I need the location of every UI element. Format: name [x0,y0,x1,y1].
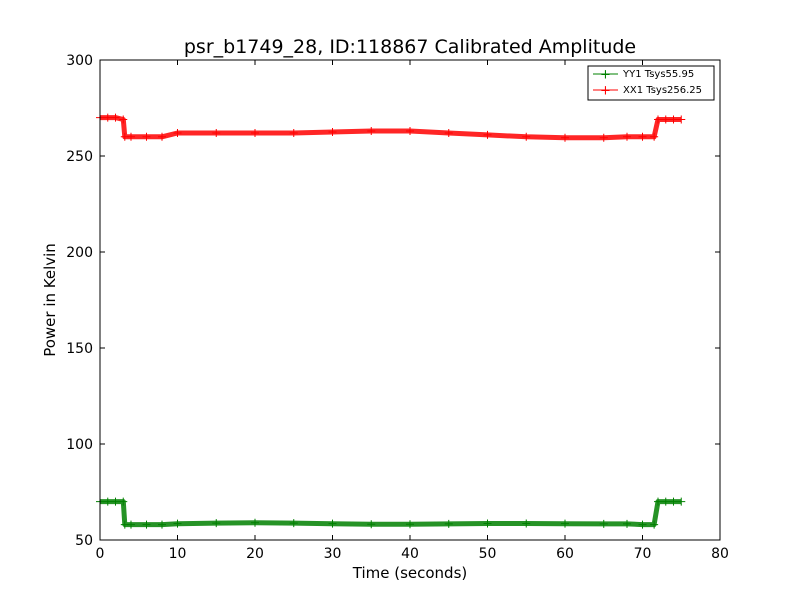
x-tick-label: 40 [401,546,419,562]
data-point-yy1 [212,519,221,528]
data-point-yy1 [158,520,166,529]
data-point-xx1 [661,115,670,124]
data-point-yy1 [142,520,151,529]
data-point-yy1 [406,520,414,529]
legend-marker-yy1: + [600,68,611,83]
y-tick-label: 100 [66,437,93,453]
x-tick-label: 50 [479,546,497,562]
y-tick-label: 150 [66,341,93,357]
x-tick-label: 60 [556,546,574,562]
data-point-yy1 [328,519,337,528]
data-point-yy1 [127,520,135,529]
x-tick-label: 20 [246,546,264,562]
data-point-xx1 [677,115,686,124]
data-point-yy1 [111,497,120,506]
data-point-xx1 [367,127,376,136]
x-axis-label: Time (seconds) [352,564,468,582]
data-point-xx1 [654,115,662,124]
legend-box [587,65,715,101]
legend: + YY1 Tsys55.95 + XX1 Tsys256.25 [587,65,715,101]
data-point-yy1 [522,519,531,528]
y-axis-label: Power in Kelvin [41,243,59,357]
data-point-xx1 [328,128,337,136]
data-point-yy1 [661,497,670,506]
data-point-xx1 [111,113,120,122]
y-tick-label: 200 [66,245,93,261]
data-point-xx1 [444,128,453,137]
x-tick-label: 80 [711,546,729,562]
data-point-xx1 [289,128,298,137]
ticks-layer: 0 10 20 30 40 50 60 70 80 50 100 150 200 250 300 [66,53,729,562]
data-point-xx1 [406,127,414,136]
y-tick-label: 50 [75,533,93,549]
data-point-yy1 [367,520,376,529]
legend-marker-xx1: + [600,84,611,99]
data-point-xx1 [127,132,135,141]
data-point-yy1 [289,519,298,528]
data-point-yy1 [483,519,492,528]
legend-label-yy1: YY1 Tsys55.95 [622,69,694,80]
data-point-xx1 [158,132,166,141]
x-tick-label: 70 [634,546,652,562]
x-tick-label: 10 [169,546,187,562]
data-point-yy1 [599,519,608,528]
data-point-xx1 [251,128,259,137]
data-point-yy1 [119,497,128,506]
data-point-yy1 [103,497,112,506]
chart-title: psr_b1749_28, ID:118867 Calibrated Ampli… [184,36,636,58]
data-point-xx1 [561,133,569,142]
data-point-yy1 [444,519,453,528]
data-point-yy1 [677,497,686,506]
data-point-xx1 [522,132,531,141]
data-point-xx1 [599,133,608,142]
data-point-xx1 [212,128,221,137]
y-tick-label: 250 [66,149,93,165]
data-point-yy1 [638,520,647,529]
data-point-yy1 [251,518,259,527]
data-point-xx1 [623,132,631,141]
data-point-xx1 [638,132,647,141]
data-point-yy1 [650,520,659,529]
data-point-xx1 [119,115,128,124]
series-layer [96,113,686,529]
data-point-xx1 [483,130,492,139]
data-point-xx1 [142,132,151,141]
data-point-xx1 [103,113,112,122]
x-tick-label: 30 [324,546,342,562]
data-point-xx1 [173,128,182,137]
x-tick-label: 0 [96,546,105,562]
y-tick-label: 300 [66,53,93,69]
data-point-yy1 [173,519,182,528]
data-point-yy1 [561,519,569,528]
data-point-xx1 [669,115,678,124]
data-point-yy1 [654,497,662,506]
data-point-xx1 [650,132,659,141]
data-point-yy1 [669,497,678,506]
legend-label-xx1: XX1 Tsys256.25 [623,85,702,96]
data-point-yy1 [623,519,631,528]
